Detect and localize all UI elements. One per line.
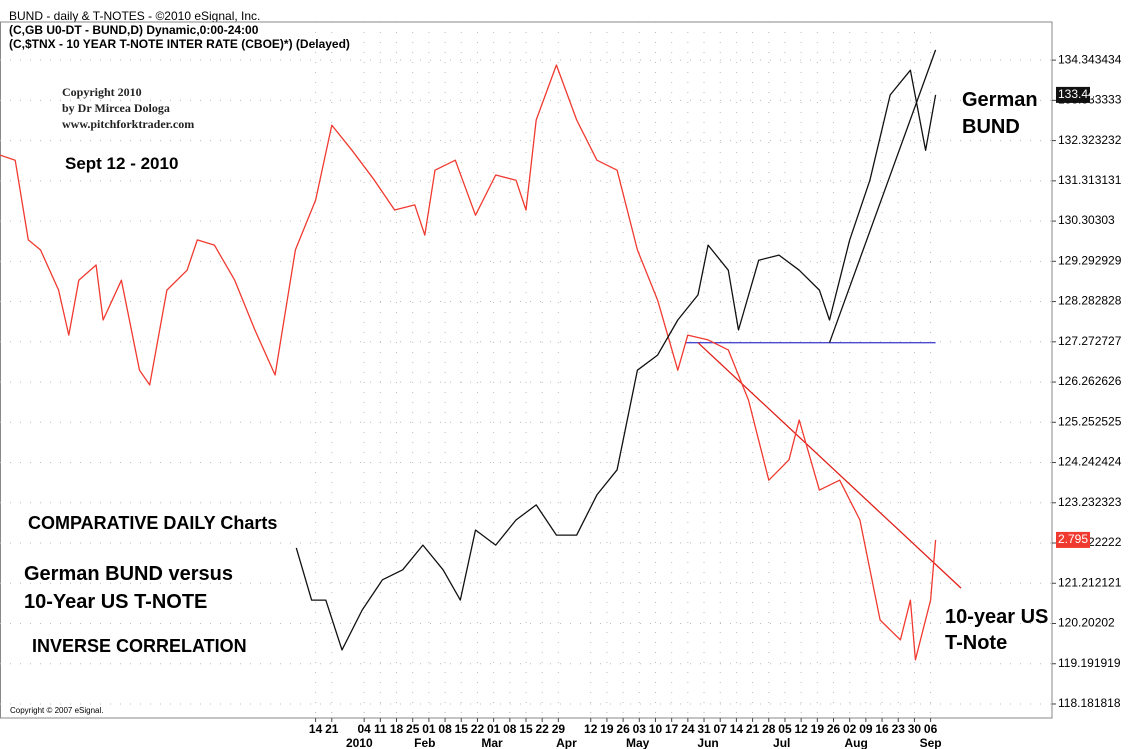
x-tick-label: 22 [471, 722, 485, 736]
price-tag: 2.795 [1058, 532, 1088, 546]
y-tick-label: 128.282828 [1058, 294, 1122, 308]
x-tick-label: 28 [762, 722, 776, 736]
annotation: T-Note [945, 632, 1008, 654]
price-tag: 133.44 [1058, 87, 1095, 101]
x-tick-label: 05 [778, 722, 792, 736]
month-label: 2010 [346, 736, 373, 749]
x-tick-label: 11 [374, 722, 387, 736]
annotation: BUND [962, 116, 1020, 138]
x-tick-label: 18 [390, 722, 404, 736]
y-tick-label: 118.181818 [1058, 696, 1121, 710]
y-tick-label: 125.252525 [1058, 414, 1122, 428]
month-label: Jul [773, 736, 790, 749]
subtitle: (C,$TNX - 10 YEAR T-NOTE INTER RATE (CBO… [9, 37, 350, 51]
x-tick-label: 26 [827, 722, 841, 736]
month-label: Aug [845, 736, 868, 749]
x-tick-label: 09 [859, 722, 873, 736]
annotation: 10-year US [945, 606, 1049, 628]
x-tick-label: 03 [633, 722, 647, 736]
x-tick-label: 21 [746, 722, 760, 736]
month-label: Feb [414, 736, 435, 749]
month-label: Jun [697, 736, 718, 749]
x-tick-label: 21 [325, 722, 339, 736]
x-tick-label: 08 [438, 722, 452, 736]
price-tag-box [1056, 86, 1090, 103]
x-tick-label: 26 [616, 722, 630, 736]
x-tick-label: 10 [649, 722, 663, 736]
x-tick-label: 15 [519, 722, 533, 736]
subtitle: (C,GB U0-DT - BUND,D) Dynamic,0:00-24:00 [9, 23, 259, 37]
annotation: German BUND versus [24, 563, 233, 585]
x-tick-label: 12 [584, 722, 598, 736]
x-tick-label: 19 [600, 722, 614, 736]
y-tick-label: 134.343434 [1058, 52, 1122, 66]
trend-line [828, 49, 937, 343]
x-tick-label: 31 [697, 722, 711, 736]
y-tick-label: 130.30303 [1058, 213, 1115, 227]
y-tick-label: 124.242424 [1058, 455, 1122, 469]
x-tick-label: 04 [357, 722, 371, 736]
x-tick-label: 08 [503, 722, 517, 736]
annotation: Sept 12 - 2010 [65, 154, 179, 173]
x-tick-label: 14 [730, 722, 744, 736]
x-tick-label: 06 [924, 722, 938, 736]
x-tick-label: 22 [536, 722, 550, 736]
annotation: INVERSE CORRELATION [32, 636, 247, 656]
x-tick-label: 24 [681, 722, 695, 736]
annotation: COMPARATIVE DAILY Charts [28, 513, 278, 533]
x-tick-label: 25 [406, 722, 420, 736]
x-tick-label: 01 [487, 722, 501, 736]
annotation: Copyright 2010 [62, 85, 142, 99]
month-label: Sep [920, 736, 942, 749]
month-label: Mar [481, 736, 503, 749]
y-tick-label: 127.272727 [1058, 334, 1122, 348]
annotation: www.pitchforktrader.com [62, 117, 195, 131]
price-tag-box [1056, 531, 1090, 548]
y-tick-label: 119.191919 [1058, 656, 1121, 670]
y-tick-label: 131.313131 [1058, 173, 1122, 187]
annotation: 10-Year US T-NOTE [24, 591, 208, 613]
x-tick-label: 02 [843, 722, 857, 736]
y-tick-label: 123.232323 [1058, 495, 1122, 509]
chart-title: BUND - daily & T-NOTES - ©2010 eSignal, … [9, 9, 261, 23]
x-tick-label: 19 [811, 722, 825, 736]
x-tick-label: 23 [892, 722, 906, 736]
x-tick-label: 07 [714, 722, 728, 736]
trend-line [697, 342, 962, 589]
y-tick-label: 126.262626 [1058, 374, 1122, 388]
series-line [0, 64, 937, 661]
x-tick-label: 17 [665, 722, 679, 736]
y-tick-label: 121.212121 [1058, 575, 1122, 589]
annotation: by Dr Mircea Dologa [62, 101, 170, 115]
y-tick-label: 120.20202 [1058, 616, 1115, 630]
y-tick-label: 129.292929 [1058, 253, 1122, 267]
x-tick-label: 16 [875, 722, 889, 736]
x-tick-label: 14 [309, 722, 323, 736]
x-tick-label: 15 [455, 722, 469, 736]
x-tick-label: 01 [422, 722, 436, 736]
y-tick-label: 132.323232 [1058, 133, 1122, 147]
series-line [295, 69, 937, 651]
x-tick-label: 29 [552, 722, 566, 736]
footer: Copyright © 2007 eSignal. [10, 706, 104, 715]
annotation: German [962, 89, 1038, 111]
x-tick-label: 12 [794, 722, 808, 736]
month-label: Apr [556, 736, 577, 749]
month-label: May [626, 736, 650, 749]
x-tick-label: 30 [908, 722, 922, 736]
